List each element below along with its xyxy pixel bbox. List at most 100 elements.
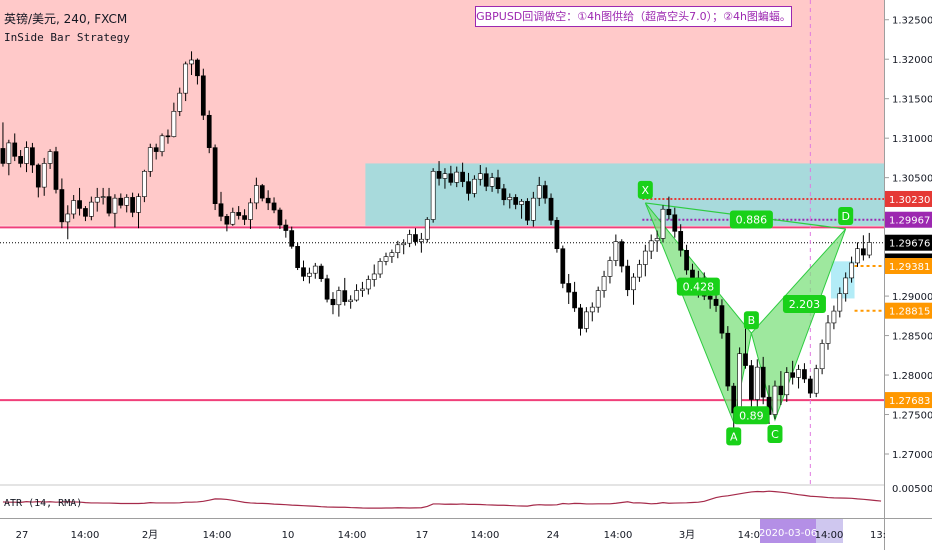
candle-body — [24, 147, 29, 164]
candle-body — [307, 272, 312, 277]
pattern-ratio-3-box — [733, 406, 770, 425]
pattern-point-d-box — [838, 206, 854, 225]
candle-body — [684, 249, 689, 271]
candle-body — [177, 92, 183, 112]
time-tick-label: 14:00 — [815, 530, 844, 541]
time-tick-label: 2月 — [142, 529, 158, 541]
candle-body — [566, 283, 572, 293]
atr-pane — [0, 484, 932, 509]
candle-body — [454, 171, 460, 183]
candle-body — [772, 385, 778, 415]
price-label-6: 1.27683 — [889, 396, 930, 407]
annotation-banner[interactable]: GBPUSD回调做空：①4h图供给（超高空头7.0）；②4h图蝙蝠。 — [475, 6, 792, 27]
candles-layer — [0, 51, 872, 431]
candle-body — [124, 197, 130, 206]
candle-body — [601, 276, 607, 291]
candle-body — [796, 369, 801, 378]
price-tick-label: 1.30500 — [892, 174, 932, 185]
time-tick-label: 14:00 — [71, 530, 100, 541]
candle-body — [678, 231, 684, 251]
candle-body — [253, 185, 259, 204]
candle-body — [88, 201, 94, 217]
candle-body — [212, 147, 218, 205]
candle-body — [159, 135, 165, 152]
candle-body — [12, 142, 18, 157]
time-highlight-box — [760, 519, 816, 543]
candle-body — [401, 242, 407, 246]
time-highlight-label: 2020-03-06 — [759, 528, 817, 539]
candle-body — [242, 215, 247, 220]
candle-body — [819, 343, 825, 370]
candle-body — [271, 202, 277, 211]
candle-body — [784, 372, 790, 396]
pattern-point-a-box — [726, 427, 742, 446]
candle-body — [625, 265, 631, 291]
candle-body — [142, 171, 147, 197]
candle-body — [365, 279, 371, 290]
candle-body — [477, 173, 483, 180]
zone-teal — [365, 163, 884, 226]
price-tick-label: 1.29000 — [892, 292, 932, 303]
candle-body — [519, 201, 524, 205]
time-tick-label: 24 — [547, 530, 560, 541]
candle-body — [312, 265, 318, 274]
candle-body — [855, 248, 860, 264]
candle-body — [94, 197, 100, 203]
candle-body — [654, 238, 660, 242]
candle-body — [77, 200, 82, 209]
price-tick-label: 1.32500 — [892, 16, 932, 27]
atr-label: ATR (14, RMA) — [4, 498, 83, 509]
candle-body — [283, 224, 289, 231]
price-tick-label: 1.31500 — [892, 95, 932, 106]
price-label-box — [885, 234, 932, 251]
candle-body — [825, 322, 831, 344]
candle-body — [442, 173, 448, 179]
candle-body — [206, 114, 212, 148]
price-label-1: 1.29967 — [889, 216, 930, 227]
candle-body — [501, 188, 507, 201]
candle-body — [424, 219, 430, 240]
candle-body — [760, 366, 766, 398]
price-label-0: 1.30230 — [889, 195, 930, 206]
candle-body — [536, 185, 542, 199]
candle-body — [595, 290, 601, 308]
price-axis-bg — [885, 0, 932, 550]
pattern-point-x-box — [637, 180, 653, 199]
candle-body — [849, 262, 854, 279]
time-tick-label: 3月 — [679, 529, 695, 541]
pattern-ratio-0-box — [729, 210, 773, 229]
price-tick-label: 1.27000 — [892, 450, 932, 461]
candle-body — [218, 203, 224, 217]
candle-body — [0, 148, 6, 164]
candle-body — [749, 365, 754, 400]
candle-body — [466, 181, 471, 194]
candle-body — [660, 208, 666, 239]
candle-body — [548, 197, 554, 221]
candle-body — [637, 264, 642, 278]
candle-body — [572, 291, 577, 309]
candle-body — [495, 177, 501, 190]
candle-body — [136, 196, 141, 213]
candle-body — [277, 209, 283, 226]
price-tick-label: 1.32000 — [892, 55, 932, 66]
candle-body — [542, 185, 548, 199]
candle-body — [513, 197, 519, 205]
pattern-xab-triangle — [644, 202, 752, 425]
candle-body — [183, 63, 189, 94]
pattern-ratio-1: 0.428 — [683, 281, 715, 294]
candle-body — [743, 353, 748, 366]
time-tick-label: 14:00 — [471, 530, 500, 541]
candle-body — [607, 260, 613, 277]
candle-body — [171, 111, 177, 137]
zones-layer — [0, 0, 884, 299]
candle-body — [802, 369, 807, 380]
candle-body — [648, 240, 654, 252]
candle-body — [195, 59, 200, 77]
price-label-4: 1.29381 — [889, 262, 930, 273]
pattern-point-d: D — [841, 210, 849, 223]
time-tick-label: 14:00 — [203, 530, 232, 541]
pattern-point-a: A — [730, 430, 738, 443]
candle-body — [672, 214, 678, 232]
